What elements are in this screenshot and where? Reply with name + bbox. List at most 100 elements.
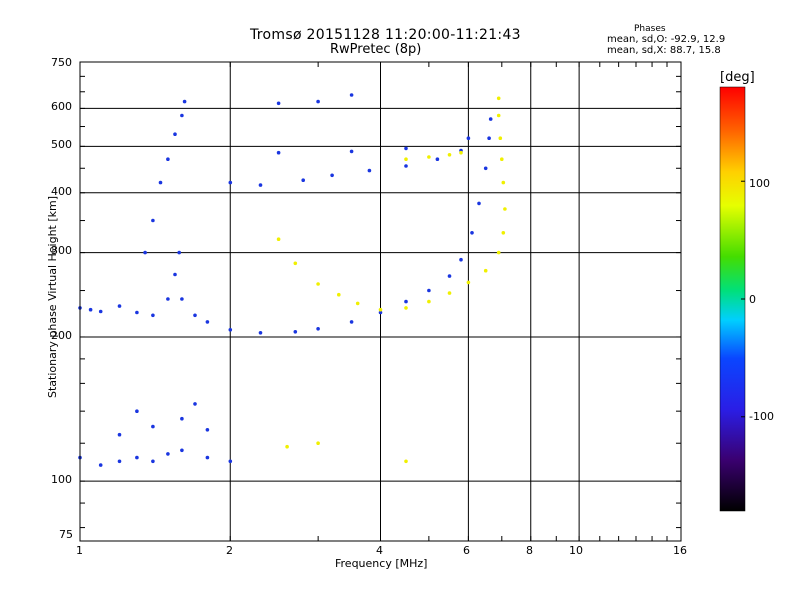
phases-stats-title: Phases (634, 24, 666, 34)
data-point-o (276, 150, 281, 155)
data-point-x (316, 282, 320, 286)
data-point-o (166, 452, 170, 456)
x-tick-marks (79, 62, 682, 541)
data-point-o (459, 257, 463, 262)
data-point-o (151, 313, 155, 318)
x-tick-label: 16 (673, 544, 687, 557)
data-point-o (205, 428, 210, 432)
data-point-x (498, 136, 503, 140)
x-tick-label: 8 (526, 544, 533, 557)
data-point-o (349, 320, 354, 324)
data-point-x (496, 96, 501, 101)
y-tick-label: 300 (51, 244, 72, 257)
data-point-o (193, 313, 197, 318)
data-point-x (337, 292, 341, 297)
data-point-o (316, 99, 320, 104)
data-point-o (151, 459, 155, 464)
data-point-o (435, 157, 440, 161)
data-point-x (503, 207, 507, 211)
data-point-o (98, 463, 103, 467)
data-point-o (447, 274, 452, 278)
x-tick-label: 10 (569, 544, 583, 557)
data-point-o (151, 424, 155, 429)
data-point-o (487, 136, 491, 140)
data-point-o (470, 231, 474, 235)
data-point-o (135, 310, 139, 315)
data-point-o (404, 299, 408, 304)
data-point-x (378, 307, 383, 312)
data-point-o (173, 272, 177, 277)
data-point-o (166, 157, 170, 161)
y-tick-label: 200 (51, 329, 72, 342)
data-point-o (180, 297, 184, 301)
data-point-x (459, 150, 463, 155)
x-tick-label: 1 (76, 544, 83, 557)
data-point-o (228, 459, 233, 464)
y-tick-label: 500 (51, 138, 72, 151)
y-tick-marks (80, 75, 681, 529)
data-point-o (182, 99, 187, 104)
chart-subtitle: RwPretec (8p) (330, 42, 422, 57)
data-point-o (301, 178, 306, 182)
data-point-x (285, 444, 289, 449)
x-tick-label: 4 (376, 544, 383, 557)
data-point-x (276, 237, 281, 241)
x-axis-label: Frequency [MHz] (335, 557, 428, 570)
grid-lines (80, 62, 681, 541)
data-point-o (158, 180, 163, 185)
y-axis-label: Stationary phase Virtual Height [km] (46, 195, 59, 398)
data-point-x (355, 301, 360, 306)
data-point-x (496, 113, 501, 118)
data-point-o (151, 218, 155, 223)
data-point-x (404, 306, 408, 310)
phases-stats-x: mean, sd,X: 88.7, 15.8 (607, 45, 721, 56)
data-point-o (180, 416, 184, 421)
colorbar-tick-label: -100 (749, 410, 774, 423)
data-point-o (180, 113, 184, 118)
data-point-x (427, 299, 431, 304)
data-point-o (228, 180, 233, 185)
data-point-o (367, 168, 372, 173)
data-point-x (316, 441, 320, 446)
data-point-o (228, 328, 233, 332)
x-tick-label: 2 (226, 544, 233, 557)
y-tick-label: 75 (59, 528, 73, 541)
data-point-o (427, 288, 431, 293)
data-point-o (293, 330, 298, 334)
data-point-o (349, 93, 354, 97)
data-point-o (143, 250, 147, 255)
data-point-o (177, 250, 181, 255)
data-point-o (135, 455, 139, 460)
colorbar-unit-label: [deg] (720, 70, 755, 85)
data-point-o (404, 164, 408, 168)
data-point-x (427, 155, 431, 159)
data-point-x (501, 180, 506, 185)
data-point-o (88, 307, 93, 312)
colorbar-tick-label: 100 (749, 177, 770, 190)
data-point-o (378, 310, 383, 315)
data-point-o (117, 459, 122, 464)
data-point-o (258, 331, 263, 335)
data-point-o (276, 101, 281, 106)
data-point-o (180, 448, 184, 453)
data-point-o (404, 146, 408, 151)
y-tick-label: 400 (51, 185, 72, 198)
data-point-x (404, 157, 408, 161)
data-point-x (293, 261, 298, 266)
data-point-o (135, 409, 139, 414)
y-tick-label: 600 (51, 100, 72, 113)
data-point-o (205, 455, 210, 460)
data-point-o (488, 117, 493, 121)
chart-title: Tromsø 20151128 11:20:00-11:21:43 (250, 27, 521, 43)
phases-stats-o: mean, sd,O: -92.9, 12.9 (607, 34, 726, 45)
data-point-x (496, 250, 501, 255)
data-point-o (193, 402, 197, 406)
data-point-o (173, 132, 177, 136)
data-point-o (166, 297, 170, 301)
data-point-o (316, 327, 320, 331)
data-point-x (404, 459, 408, 464)
data-point-o (483, 166, 488, 171)
data-point-o (205, 320, 210, 324)
data-point-o (477, 201, 481, 206)
